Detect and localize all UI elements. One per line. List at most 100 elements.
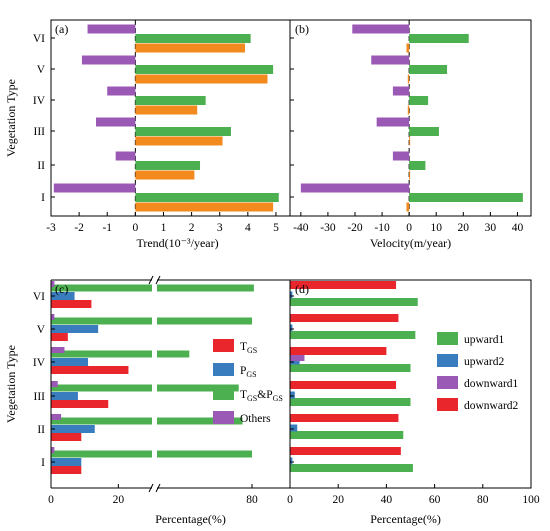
legend-label-d: upward1 <box>464 334 504 346</box>
bar-a-VI-orange <box>135 43 246 53</box>
legend-swatch-d-green <box>437 332 458 345</box>
legend-label-c: Others <box>240 413 271 425</box>
xtick-label-b: 40 <box>512 222 524 234</box>
bar-d-V-blue <box>290 324 293 332</box>
panel-label-a: (a) <box>55 22 68 36</box>
bar-c-I-blue <box>51 458 82 466</box>
xtick-label-c: 0 <box>48 494 54 506</box>
xtick-label-d: 60 <box>429 494 441 506</box>
bar-b-V-green <box>409 65 448 74</box>
bar-b-II-green <box>409 161 426 170</box>
xtick-label-a: -1 <box>102 222 112 234</box>
xtick-label-a: 0 <box>132 222 138 234</box>
bar-c-III-purple <box>51 381 58 387</box>
bar-a-I-green <box>135 193 279 202</box>
legend-label-d: downward2 <box>464 400 519 412</box>
bar-d-II-red <box>290 414 399 422</box>
legend-label-c: TGS&PGS <box>240 389 283 403</box>
bar-d-V-red <box>290 314 399 322</box>
bar-a-II-purple <box>115 151 136 161</box>
bar-d-VI-red <box>290 281 397 289</box>
bar-a-I-purple <box>53 183 136 193</box>
bar-d-III-red <box>290 381 397 389</box>
xtick-label-b: -40 <box>293 222 309 234</box>
xtick-label-b: -20 <box>347 222 363 234</box>
panel-label-c: (c) <box>55 282 68 296</box>
legend-swatch-d-purple <box>437 376 458 389</box>
xtick-label-b: -30 <box>320 222 336 234</box>
bar-b-I-green <box>409 193 523 202</box>
bar-d-V-green <box>290 331 416 339</box>
bar-c-II-green-cont <box>157 417 243 425</box>
panel-label-b: (b) <box>295 22 309 36</box>
xtick-label-c: 80 <box>246 494 258 506</box>
bar-c-II-purple <box>51 414 62 420</box>
bar-b-I-orange <box>406 202 410 212</box>
xtick-label-d: 40 <box>381 494 393 506</box>
xtick-label-d: 0 <box>287 494 293 506</box>
ytick-label-a: IV <box>33 95 46 107</box>
bar-d-I-red <box>290 447 401 455</box>
xtick-label-a: -2 <box>74 222 84 234</box>
xlabel-a: Trend(10⁻³/year) <box>136 236 218 250</box>
legend-label-c: PGS <box>240 365 257 379</box>
bar-a-IV-purple <box>107 86 136 96</box>
bar-b-II-orange <box>409 170 411 180</box>
ytick-label-c: VI <box>33 291 45 303</box>
bar-c-III-blue <box>51 392 78 400</box>
bar-c-VI-green-cont <box>157 284 254 292</box>
bar-c-V-purple <box>51 314 55 320</box>
xtick-label-c: 20 <box>113 494 125 506</box>
xtick-label-d: 80 <box>477 494 489 506</box>
legend-swatch-c-blue <box>213 363 234 376</box>
bar-c-I-purple <box>51 447 55 453</box>
bar-b-IV-orange <box>407 105 410 115</box>
ylabel-top: Vegetation Type <box>4 79 18 157</box>
legend-label-d: upward2 <box>464 356 504 368</box>
axis-break-mark-top <box>148 275 154 285</box>
bar-a-V-green <box>135 65 274 74</box>
bar-c-III-green-cont <box>157 384 239 392</box>
bar-d-III-green <box>290 398 411 406</box>
legend-label-c: TGS <box>240 341 257 355</box>
bar-c-IV-green <box>51 350 152 358</box>
bar-a-I-orange <box>135 202 274 212</box>
bar-b-IV-purple <box>392 86 410 96</box>
bar-b-II-purple <box>392 151 410 161</box>
bar-a-V-purple <box>81 55 136 65</box>
xtick-label-a: -3 <box>46 222 56 234</box>
ylabel-bottom: Vegetation Type <box>4 345 18 423</box>
bar-a-III-green <box>135 127 231 136</box>
axes-frame-d <box>289 279 532 489</box>
legend-swatch-c-green <box>213 387 234 400</box>
bar-c-II-blue <box>51 425 95 433</box>
bar-b-I-purple <box>300 183 410 193</box>
ytick-label-a: III <box>34 126 46 138</box>
ytick-label-a: VI <box>33 33 45 45</box>
bar-c-IV-green-cont <box>157 350 190 358</box>
bar-c-VI-purple <box>51 281 55 287</box>
bar-b-VI-orange <box>406 43 410 53</box>
xtick-label-a: 1 <box>161 222 167 234</box>
panel-label-d: (d) <box>295 282 309 296</box>
ytick-label-c: V <box>37 324 46 336</box>
bar-a-V-orange <box>135 74 268 84</box>
xtick-label-b: 0 <box>406 222 412 234</box>
bar-c-V-blue <box>51 325 99 333</box>
axis-break-mark-top <box>155 275 161 285</box>
bar-c-V-red <box>51 333 68 341</box>
bar-a-II-orange <box>135 170 195 180</box>
ytick-label-a: I <box>41 192 45 204</box>
xtick-label-a: 5 <box>273 222 279 234</box>
bar-d-VI-blue <box>290 291 293 299</box>
bar-a-II-green <box>135 161 201 170</box>
bar-a-III-purple <box>95 117 136 127</box>
bar-d-III-blue <box>290 391 295 399</box>
axes-frame-b <box>289 19 532 217</box>
bar-c-VI-green <box>51 284 152 292</box>
xlabel-c: Percentage(%) <box>155 512 226 526</box>
bar-c-I-green-cont <box>157 450 252 458</box>
legend-swatch-d-blue <box>437 354 458 367</box>
bar-c-III-green <box>51 384 152 392</box>
bar-c-IV-blue <box>51 358 89 366</box>
